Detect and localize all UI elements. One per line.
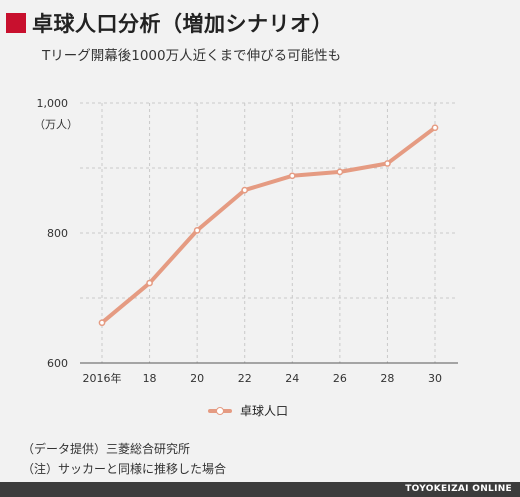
legend-label: 卓球人口 — [240, 404, 289, 418]
x-tick-label: 30 — [428, 372, 442, 385]
x-axis-labels: 2016年 18 20 22 24 26 28 30 — [83, 371, 443, 385]
data-point — [431, 124, 439, 132]
data-point — [193, 227, 201, 234]
legend-swatch — [208, 406, 232, 416]
x-tick-label: 24 — [285, 372, 299, 385]
x-tick-label: 28 — [380, 372, 394, 385]
x-tick-label: 20 — [190, 372, 204, 385]
x-tick-label: 18 — [143, 372, 157, 385]
x-tick-label: 26 — [333, 372, 347, 385]
data-point — [241, 186, 249, 194]
title-row: 卓球人口分析（増加シナリオ） — [6, 8, 333, 38]
legend-marker — [216, 406, 224, 415]
chart-title: 卓球人口分析（増加シナリオ） — [32, 12, 333, 36]
grid-lines — [80, 102, 458, 363]
y-axis-labels: 600 800 1,000 — [37, 97, 69, 370]
data-point — [288, 172, 296, 180]
y-tick-label: 1,000 — [37, 97, 69, 110]
y-tick-label: 800 — [47, 227, 68, 240]
data-point — [336, 168, 344, 176]
line-chart: 600 800 1,000 2016年 18 20 22 24 26 28 30 — [37, 97, 458, 385]
footnote: （注）サッカーと同様に推移した場合 — [22, 462, 227, 476]
series-group — [98, 124, 439, 327]
y-axis-unit: （万人） — [34, 118, 78, 131]
data-point — [384, 160, 391, 167]
legend: 卓球人口 — [208, 402, 288, 419]
data-point — [146, 279, 153, 287]
x-tick-label: 2016年 — [83, 371, 122, 385]
x-tick-label: 22 — [238, 372, 252, 385]
data-point — [98, 319, 106, 327]
series-line — [100, 125, 437, 325]
y-tick-label: 600 — [47, 357, 68, 370]
footer-brand: TOYOKEIZAI ONLINE — [0, 482, 520, 497]
chart-subtitle: Tリーグ開幕後1000万人近くまで伸びる可能性も — [42, 48, 342, 64]
title-marker — [6, 13, 26, 33]
source-note: （データ提供）三菱総合研究所 — [22, 442, 191, 456]
